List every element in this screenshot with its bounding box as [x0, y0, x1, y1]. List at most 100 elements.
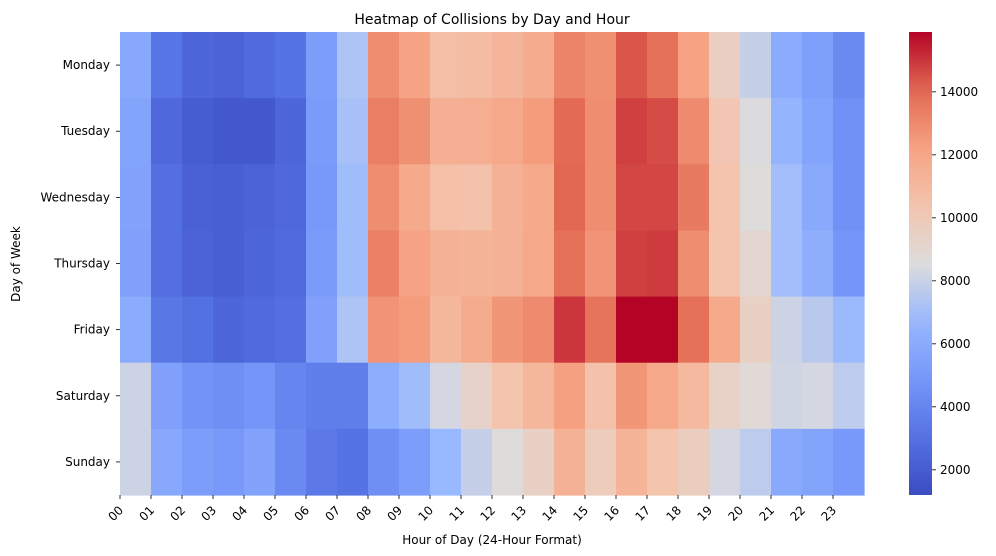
heatmap-cell [244, 362, 276, 430]
heatmap-cell [151, 98, 183, 165]
y-axis-label: Day of Week [9, 226, 23, 302]
heatmap-cell [306, 428, 338, 496]
y-tick-label: Monday [63, 58, 110, 72]
heatmap-cell [399, 32, 431, 99]
heatmap-cell [709, 32, 741, 99]
heatmap-cell [120, 428, 152, 496]
heatmap-cell [616, 362, 648, 430]
heatmap-cell [709, 296, 741, 364]
heatmap-cell [430, 362, 462, 430]
heatmap-cell [492, 230, 524, 298]
heatmap-cell [430, 230, 462, 298]
y-tick-label: Saturday [56, 389, 110, 403]
heatmap-cell [585, 164, 617, 232]
heatmap-cell [771, 98, 803, 165]
x-tick-label: 19 [694, 503, 715, 524]
heatmap-cell [647, 98, 679, 165]
heatmap-cell [337, 98, 369, 165]
colorbar-tick-label: 12000 [940, 148, 978, 162]
y-tick-label: Friday [74, 323, 110, 337]
heatmap-cell [244, 98, 276, 165]
colorbar-tick-label: 10000 [940, 211, 978, 225]
heatmap-cell [151, 362, 183, 430]
heatmap-cell [337, 428, 369, 496]
heatmap-cell [182, 296, 214, 364]
heatmap-cell [461, 428, 493, 496]
heatmap-cell [678, 362, 710, 430]
heatmap-cell [151, 296, 183, 364]
heatmap-cell [554, 230, 586, 298]
heatmap-cell [213, 98, 245, 165]
heatmap-cell [523, 164, 555, 232]
heatmap-cell [244, 230, 276, 298]
heatmap-cell [492, 164, 524, 232]
heatmap-cell [151, 230, 183, 298]
heatmap-cell [678, 98, 710, 165]
heatmap-cell [213, 32, 245, 99]
x-axis-label: Hour of Day (24-Hour Format) [402, 533, 582, 547]
heatmap-cell [151, 32, 183, 99]
heatmap-cell [554, 428, 586, 496]
heatmap-cell [647, 296, 679, 364]
heatmap-cell [740, 428, 772, 496]
heatmap-cell [368, 32, 400, 99]
heatmap-cell [740, 230, 772, 298]
heatmap-cell [802, 362, 834, 430]
x-tick-label: 01 [136, 503, 157, 524]
heatmap-cell [678, 32, 710, 99]
x-tick-label: 15 [570, 503, 591, 524]
heatmap-cell [647, 32, 679, 99]
heatmap-cell [399, 362, 431, 430]
x-axis: 00 01 02 03 04 05 06 07 08 09 10 11 12 13 14 15 16 17 18 19… [105, 495, 839, 524]
heatmap-cell [275, 296, 307, 364]
heatmap-cell [368, 230, 400, 298]
heatmap-cell [430, 32, 462, 99]
heatmap-cell [368, 296, 400, 364]
x-tick-label: 11 [446, 503, 467, 524]
heatmap-cell [802, 296, 834, 364]
heatmap-cell [740, 296, 772, 364]
heatmap-cell [368, 428, 400, 496]
colorbar-tick-label: 14000 [940, 85, 978, 99]
x-tick-label: 07 [322, 503, 343, 524]
heatmap-cell [616, 98, 648, 165]
heatmap-cell [244, 428, 276, 496]
heatmap-cell [399, 428, 431, 496]
colorbar-tick-label: 6000 [940, 337, 971, 351]
heatmap-cell [585, 296, 617, 364]
heatmap-cell [833, 32, 865, 99]
heatmap-cells [120, 32, 865, 496]
heatmap-cell [585, 362, 617, 430]
heatmap-cell [492, 428, 524, 496]
heatmap-cell [554, 164, 586, 232]
heatmap-cell [120, 362, 152, 430]
x-tick-label: 18 [663, 503, 684, 524]
x-tick-label: 14 [539, 503, 560, 524]
heatmap-cell [461, 362, 493, 430]
heatmap-cell [368, 362, 400, 430]
heatmap-cell [802, 98, 834, 165]
heatmap-cell [306, 32, 338, 99]
heatmap-cell [461, 230, 493, 298]
heatmap-cell [740, 362, 772, 430]
heatmap-cell [120, 98, 152, 165]
heatmap-cell [399, 98, 431, 165]
heatmap-cell [523, 362, 555, 430]
heatmap-cell [771, 362, 803, 430]
heatmap-cell [833, 164, 865, 232]
x-tick-label: 10 [415, 503, 436, 524]
heatmap-cell [492, 362, 524, 430]
heatmap-cell [306, 98, 338, 165]
heatmap-cell [492, 296, 524, 364]
y-tick-label: Wednesday [41, 190, 110, 204]
heatmap-cell [306, 296, 338, 364]
x-tick-label: 00 [105, 503, 126, 524]
heatmap-cell [833, 230, 865, 298]
heatmap-cell [647, 230, 679, 298]
x-tick-label: 09 [384, 503, 405, 524]
heatmap-cell [182, 98, 214, 165]
heatmap-cell [430, 296, 462, 364]
heatmap-cell [647, 362, 679, 430]
heatmap-cell [430, 164, 462, 232]
heatmap-cell [678, 296, 710, 364]
